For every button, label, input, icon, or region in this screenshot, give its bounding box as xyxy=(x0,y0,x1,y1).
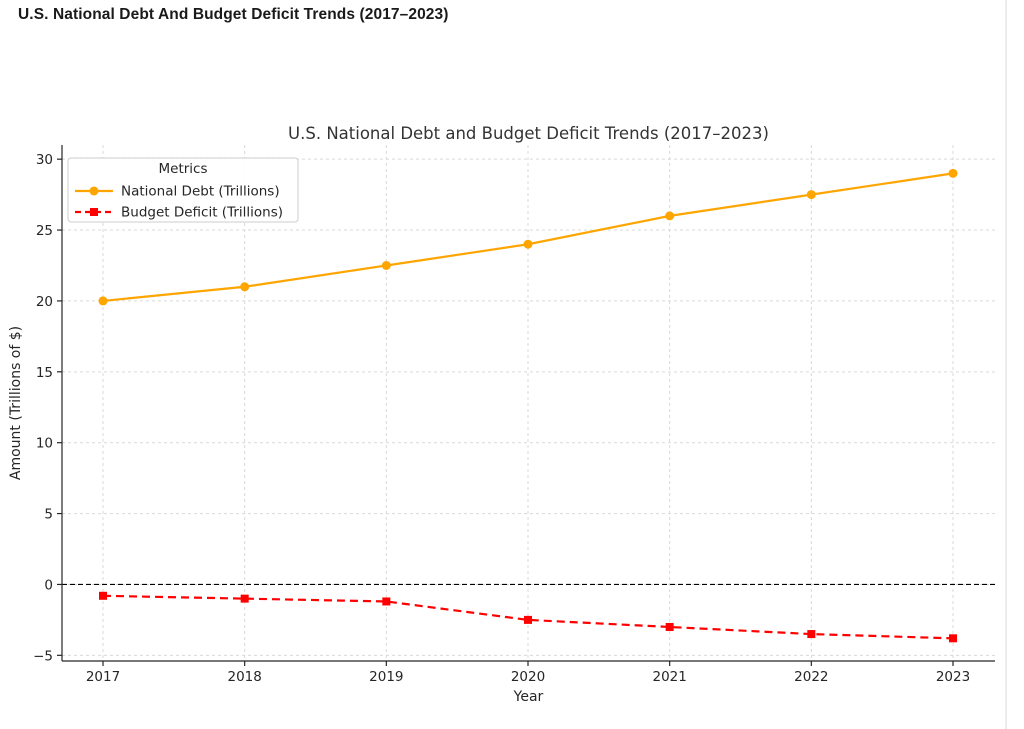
pane-divider xyxy=(1005,0,1007,729)
gridlines xyxy=(62,145,995,661)
data-point-marker xyxy=(382,597,391,606)
data-point-marker xyxy=(948,168,958,178)
y-tick-label: 30 xyxy=(36,152,53,168)
x-tick-label: 2022 xyxy=(794,669,828,685)
data-point-marker xyxy=(807,630,816,639)
page-heading: U.S. National Debt And Budget Deficit Tr… xyxy=(18,6,449,23)
data-point-marker xyxy=(949,634,957,643)
data-point-marker xyxy=(806,190,816,200)
legend: Metrics National Debt (Trillions) Budget D… xyxy=(67,157,299,223)
y-tick-label: 25 xyxy=(36,223,53,239)
data-point-marker xyxy=(381,260,391,270)
axes: −5 0 5 10 15 20 25 30 2017 2018 2019 2020 2021 2022 20… xyxy=(33,145,995,685)
legend-swatch-marker xyxy=(90,208,98,216)
y-axis-label: Amount (Trillions of $) xyxy=(8,326,24,480)
y-tick-label: 20 xyxy=(36,294,53,310)
series-budget-deficit-trillions xyxy=(99,591,957,643)
legend-swatch-marker xyxy=(89,186,99,196)
data-point-marker xyxy=(240,594,249,603)
y-tick-label: 5 xyxy=(44,507,53,523)
data-point-marker xyxy=(523,239,533,249)
data-point-marker xyxy=(240,282,250,292)
x-tick-label: 2021 xyxy=(652,669,686,685)
series-national-debt-trillions xyxy=(98,168,958,306)
data-point-marker xyxy=(665,622,674,631)
x-tick-label: 2023 xyxy=(936,669,970,685)
x-tick-label: 2020 xyxy=(511,669,545,685)
y-tick-label: −5 xyxy=(33,648,53,664)
legend-box xyxy=(67,157,299,223)
y-tick-label: 15 xyxy=(36,365,53,381)
y-tick-label: 10 xyxy=(36,436,53,452)
data-point-marker xyxy=(524,615,532,624)
legend-item-label: National Debt (Trillions) xyxy=(121,184,280,200)
chart-title: U.S. National Debt and Budget Deficit Tr… xyxy=(288,124,769,143)
data-point-marker xyxy=(99,591,107,600)
x-tick-label: 2018 xyxy=(227,669,261,685)
data-point-marker xyxy=(98,296,108,306)
y-tick-label: 0 xyxy=(44,577,53,593)
x-axis-label: Year xyxy=(513,689,544,705)
legend-item: National Debt (Trillions) xyxy=(75,184,280,200)
x-tick-label: 2017 xyxy=(86,669,120,685)
legend-title: Metrics xyxy=(158,161,207,177)
legend-item-label: Budget Deficit (Trillions) xyxy=(121,205,283,221)
data-point-marker xyxy=(665,211,675,221)
legend-item: Budget Deficit (Trillions) xyxy=(75,205,283,221)
x-tick-label: 2019 xyxy=(369,669,403,685)
